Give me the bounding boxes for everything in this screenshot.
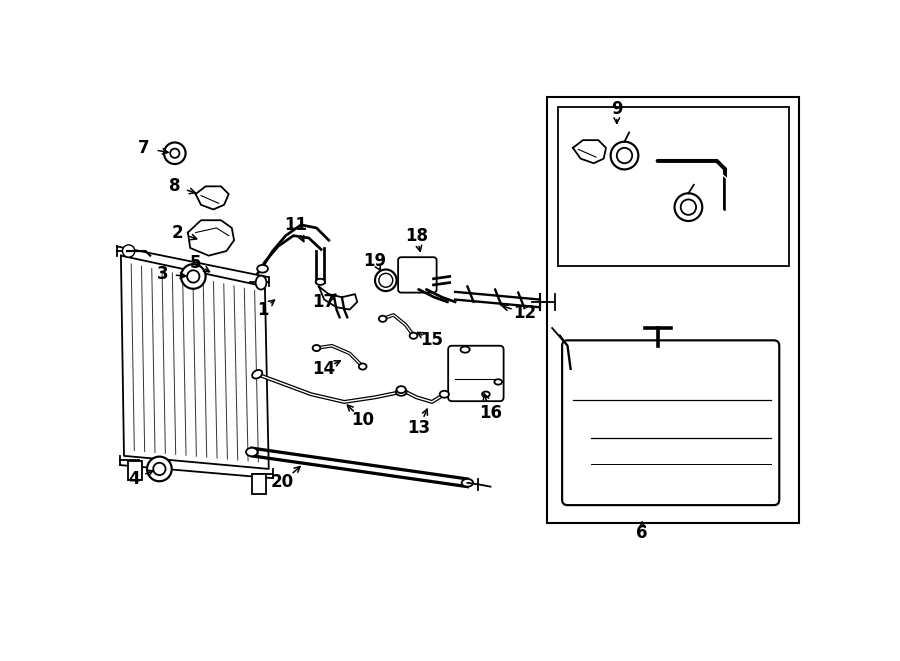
Ellipse shape bbox=[396, 388, 407, 396]
Text: 11: 11 bbox=[284, 216, 307, 234]
Ellipse shape bbox=[410, 332, 418, 339]
Circle shape bbox=[181, 264, 205, 289]
Bar bbox=[252, 475, 266, 494]
Circle shape bbox=[147, 457, 172, 481]
Ellipse shape bbox=[397, 386, 406, 393]
Ellipse shape bbox=[257, 265, 268, 272]
Ellipse shape bbox=[462, 479, 473, 486]
Ellipse shape bbox=[312, 345, 320, 351]
Text: 2: 2 bbox=[172, 223, 184, 241]
Polygon shape bbox=[319, 286, 357, 309]
Text: 4: 4 bbox=[128, 470, 140, 488]
Bar bbox=[128, 461, 141, 481]
Ellipse shape bbox=[482, 391, 490, 397]
Text: 17: 17 bbox=[312, 293, 336, 311]
FancyBboxPatch shape bbox=[398, 257, 436, 293]
Circle shape bbox=[680, 200, 696, 215]
Polygon shape bbox=[188, 220, 234, 256]
Polygon shape bbox=[121, 256, 269, 469]
Bar bbox=[547, 97, 798, 523]
Text: 15: 15 bbox=[420, 331, 444, 350]
Text: 19: 19 bbox=[364, 252, 387, 270]
Circle shape bbox=[674, 193, 702, 221]
Circle shape bbox=[170, 149, 179, 158]
Ellipse shape bbox=[375, 270, 397, 291]
Polygon shape bbox=[573, 140, 606, 163]
Ellipse shape bbox=[379, 274, 392, 288]
Circle shape bbox=[187, 270, 200, 283]
Circle shape bbox=[153, 463, 166, 475]
Circle shape bbox=[122, 245, 135, 257]
Circle shape bbox=[610, 141, 638, 169]
Polygon shape bbox=[195, 186, 229, 210]
Text: 20: 20 bbox=[271, 473, 294, 491]
Ellipse shape bbox=[252, 370, 262, 379]
Text: 1: 1 bbox=[256, 301, 268, 319]
Text: 13: 13 bbox=[408, 419, 430, 437]
Ellipse shape bbox=[494, 379, 502, 385]
Text: 7: 7 bbox=[139, 139, 149, 157]
Ellipse shape bbox=[379, 316, 387, 322]
Ellipse shape bbox=[246, 447, 257, 456]
Text: 16: 16 bbox=[479, 404, 502, 422]
Text: 12: 12 bbox=[513, 303, 536, 322]
Text: 8: 8 bbox=[169, 177, 181, 196]
Bar bbox=[557, 107, 788, 266]
Text: 3: 3 bbox=[157, 265, 168, 283]
Ellipse shape bbox=[461, 346, 470, 353]
Text: 9: 9 bbox=[611, 100, 623, 118]
Text: 18: 18 bbox=[405, 227, 428, 245]
Text: 6: 6 bbox=[636, 524, 648, 542]
Circle shape bbox=[164, 143, 185, 164]
Ellipse shape bbox=[316, 279, 325, 285]
Ellipse shape bbox=[359, 364, 366, 369]
Circle shape bbox=[616, 148, 632, 163]
Ellipse shape bbox=[256, 276, 266, 290]
FancyBboxPatch shape bbox=[448, 346, 504, 401]
Text: 10: 10 bbox=[351, 411, 374, 430]
FancyBboxPatch shape bbox=[562, 340, 779, 505]
Ellipse shape bbox=[440, 391, 449, 398]
Text: 5: 5 bbox=[190, 254, 202, 272]
Text: 14: 14 bbox=[312, 360, 336, 378]
